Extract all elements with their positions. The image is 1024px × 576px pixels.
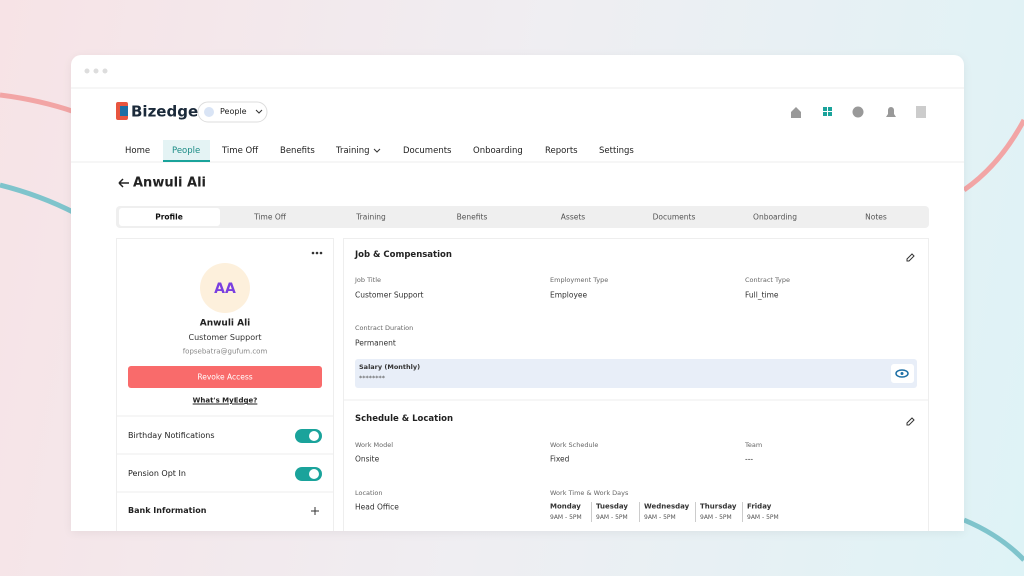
field-value: --- [745,454,754,464]
field-label: Work Schedule [550,440,599,449]
day-name: Wednesday [644,502,690,511]
day-time: 9AM - 5PM [644,514,676,521]
profile-role: Customer Support [188,333,262,342]
module-switcher[interactable]: People [220,107,247,116]
tab[interactable]: Benefits [456,212,488,222]
nav-item[interactable]: Reports [545,145,578,156]
revoke-button[interactable]: Revoke Access [197,372,253,382]
day-time: 9AM - 5PM [596,514,628,521]
day-time: 9AM - 5PM [550,514,582,521]
profile-email: fopsebatra@gufum.com [182,347,268,356]
field-label: Team [745,440,763,449]
profile-name: Anwuli Ali [199,318,251,329]
day-separator [695,502,696,522]
setting-label: Birthday Notifications [128,431,215,440]
field-label: Work Time & Work Days [550,488,629,497]
nav-item[interactable]: Settings [599,145,634,156]
salary-label: Salary (Monthly) [359,362,421,371]
section-title: Job & Compensation [355,249,452,260]
field-label: Job Title [355,275,382,284]
tab[interactable]: Time Off [254,212,286,222]
nav-item[interactable]: Documents [403,145,452,156]
page-title: Anwuli Ali [133,175,206,191]
nav-item[interactable]: People [172,145,201,156]
field-value: Full_time [745,290,779,300]
tab[interactable]: Onboarding [753,212,797,222]
setting-label: Pension Opt In [128,469,186,478]
field-value: Permanent [355,338,396,348]
chrome [71,68,964,531]
day-name: Friday [747,502,772,511]
day-time: 9AM - 5PM [747,514,779,521]
tab[interactable]: Profile [155,212,183,222]
field-value: Head Office [355,502,399,512]
nav-item[interactable]: Training [336,145,370,156]
field-label: Employment Type [550,275,609,284]
toggle-knob [309,469,319,479]
nav-item[interactable]: Onboarding [473,145,523,156]
nav-item[interactable]: Time Off [222,145,259,156]
avatar-initials: AA [214,281,236,297]
browser-window: Bizedge People Home People Time Off Benefits T… [71,55,964,531]
field-value: Employee [550,290,588,300]
tab[interactable]: Documents [652,212,696,222]
salary-value: ******** [359,373,385,382]
field-value: Onsite [355,454,380,464]
tab[interactable]: Assets [560,212,586,222]
field-label: Contract Duration [355,323,414,332]
field-label: Contract Type [745,275,790,284]
day-separator [742,502,743,522]
day-name: Tuesday [596,502,628,511]
section-title: Schedule & Location [355,413,454,424]
day-separator [639,502,640,522]
bank-info: Bank Information [128,506,207,515]
field-label: Work Model [355,440,394,449]
field-value: Fixed [550,454,570,464]
nav-item[interactable]: Home [125,145,151,156]
day-name: Thursday [700,502,737,511]
day-time: 9AM - 5PM [700,514,732,521]
tab[interactable]: Notes [865,212,887,222]
day-name: Monday [550,502,581,511]
toggle-knob [309,431,319,441]
field-value: Customer Support [355,290,424,300]
logo: Bizedge [131,102,199,121]
day-separator [591,502,592,522]
nav-item[interactable]: Benefits [280,145,315,156]
tab[interactable]: Training [356,212,386,222]
field-label: Location [355,488,383,497]
myedge-link[interactable]: What's MyEdge? [192,396,258,405]
